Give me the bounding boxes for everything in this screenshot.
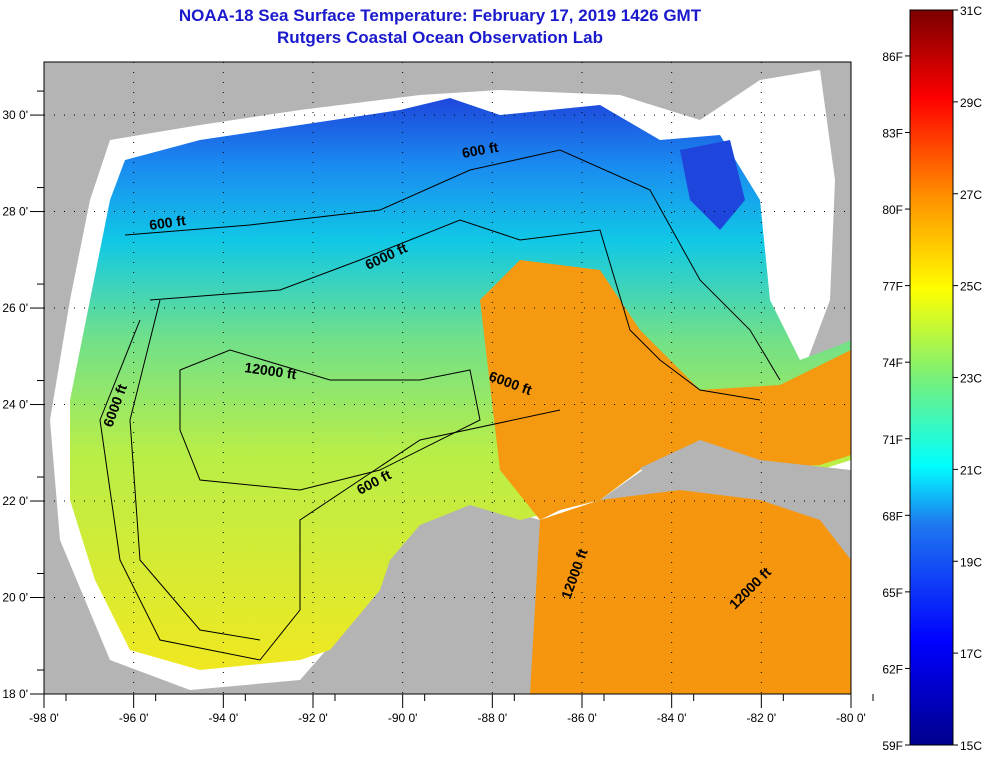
fahrenheit-tick-label: 71F (882, 433, 903, 447)
lon-tick-label: -92 0' (298, 711, 328, 725)
fahrenheit-tick-label: 59F (882, 739, 903, 753)
contour-label: 12000 ft (244, 359, 298, 382)
colorbar-ticks: 31C 29C 27C 25C 23C 21C 19C 17C 15C 86F 83F 80F 77F 7… (882, 4, 982, 753)
lat-tick-label: 24 0' (2, 398, 28, 412)
lat-tick-label: 26 0' (2, 301, 28, 315)
lat-tick-label: 20 0' (2, 591, 28, 605)
lat-tick-label: 30 0' (2, 108, 28, 122)
contour-12000ft (179, 349, 481, 491)
celsius-tick-label: 17C (960, 647, 982, 661)
celsius-tick-label: 21C (960, 463, 982, 477)
map-axes: -98 0' -96 0' -94 0' -92 0' -90 0' -88 0' -86 … (2, 90, 874, 725)
fahrenheit-tick-label: 65F (882, 586, 903, 600)
contour-label: 600 ft (148, 212, 187, 233)
celsius-tick-label: 15C (960, 739, 982, 753)
contour-6000ft (149, 219, 761, 401)
map-frame (43, 61, 852, 695)
caribbean-warm-water (530, 490, 851, 694)
celsius-tick-label: 19C (960, 555, 982, 569)
fahrenheit-tick-label: 80F (882, 203, 903, 217)
bathymetry-contours (99, 149, 781, 661)
fahrenheit-tick-label: 68F (882, 509, 903, 523)
lat-tick-label: 28 0' (2, 205, 28, 219)
celsius-tick-label: 31C (960, 4, 982, 18)
fahrenheit-tick-label: 83F (882, 127, 903, 141)
lon-tick-label: -84 0' (657, 711, 687, 725)
lon-tick-label: -90 0' (388, 711, 418, 725)
cuba-land (640, 440, 851, 500)
lon-tick-label: -96 0' (119, 711, 149, 725)
lat-tick-label: 18 0' (2, 687, 28, 701)
fahrenheit-tick-label: 74F (882, 356, 903, 370)
contour-6000ft-west (99, 319, 561, 661)
fahrenheit-tick-label: 62F (882, 662, 903, 676)
florida-cold-water (680, 140, 745, 230)
lon-tick-label: -88 0' (478, 711, 508, 725)
lon-tick-label: -80 0' (836, 711, 866, 725)
contour-600ft-west (129, 299, 261, 641)
lon-tick-label: -86 0' (567, 711, 597, 725)
gulf-sst-field (70, 98, 851, 670)
figure-title: NOAA-18 Sea Surface Temperature: Februar… (178, 6, 702, 25)
lon-tick-label: -94 0' (209, 711, 239, 725)
figure-subtitle: Rutgers Coastal Ocean Observation Lab (277, 28, 603, 47)
celsius-tick-label: 23C (960, 372, 982, 386)
celsius-tick-label: 25C (960, 280, 982, 294)
celsius-tick-label: 29C (960, 96, 982, 110)
lon-tick-label: -98 0' (29, 711, 59, 725)
loop-current-warm-water (480, 260, 851, 520)
lon-tick-label: -82 0' (747, 711, 777, 725)
lat-tick-label: 22 0' (2, 494, 28, 508)
contour-label: 600 ft (461, 139, 500, 161)
celsius-tick-label: 27C (960, 188, 982, 202)
colorbar (909, 9, 954, 746)
fahrenheit-tick-label: 77F (882, 280, 903, 294)
fahrenheit-tick-label: 86F (882, 50, 903, 64)
contour-600ft (124, 149, 781, 381)
